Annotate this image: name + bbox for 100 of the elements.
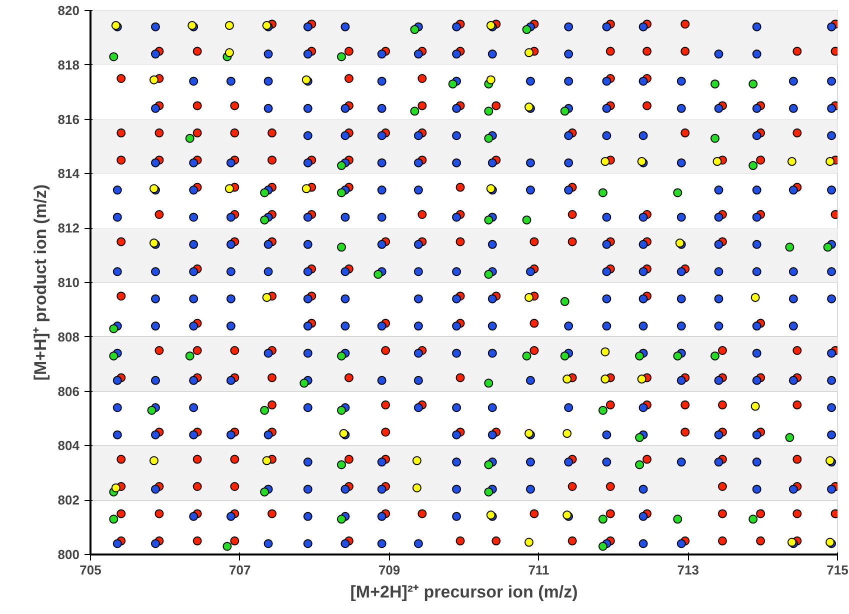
point [673, 351, 682, 360]
point [109, 52, 118, 62]
point [260, 487, 270, 496]
point [635, 433, 644, 442]
point [336, 406, 346, 415]
point [262, 292, 272, 302]
point [748, 161, 758, 170]
point [484, 270, 494, 279]
x-tick-label: 705 [80, 562, 102, 578]
point [484, 215, 494, 224]
point [823, 242, 832, 252]
point [750, 292, 760, 302]
point [262, 456, 272, 466]
point [224, 48, 234, 58]
point [522, 351, 532, 360]
point [560, 106, 570, 116]
point [524, 48, 534, 58]
point [336, 514, 346, 524]
point [484, 106, 494, 116]
point [149, 456, 158, 466]
point [673, 188, 682, 198]
point [260, 406, 270, 415]
point [486, 75, 496, 84]
point [336, 161, 346, 170]
y-tick-label: 800 [58, 547, 80, 562]
point [522, 25, 532, 34]
point [147, 406, 156, 415]
point [748, 514, 758, 524]
point [637, 374, 646, 384]
point [635, 460, 644, 470]
point [826, 156, 835, 166]
point [785, 242, 794, 252]
x-tick-label: 709 [378, 562, 400, 578]
point [336, 351, 346, 360]
point [336, 242, 346, 252]
point [710, 351, 720, 360]
point [600, 156, 610, 166]
point [484, 487, 494, 496]
point [484, 134, 494, 143]
point [712, 156, 722, 166]
point [710, 134, 720, 143]
y-tick-label: 810 [58, 275, 80, 290]
y-tick-label: 814 [58, 166, 80, 182]
point [185, 134, 194, 143]
y-tick-label: 808 [58, 329, 80, 344]
point [562, 428, 572, 438]
y-tick-label: 818 [58, 57, 80, 72]
point [635, 351, 644, 360]
point [484, 460, 494, 470]
point [224, 20, 234, 30]
point [410, 25, 420, 34]
point [598, 406, 608, 415]
point [111, 483, 120, 492]
point [336, 52, 346, 62]
point [560, 351, 570, 360]
point [787, 156, 796, 166]
y-tick-label: 804 [58, 438, 80, 454]
x-axis-title: [M+2H]²⁺ precursor ion (m/z) [350, 582, 578, 602]
x-tick-label: 713 [677, 562, 699, 578]
point [598, 188, 608, 198]
y-tick-label: 812 [58, 220, 80, 236]
point [598, 514, 608, 524]
y-tick-label: 816 [58, 112, 80, 127]
point [109, 514, 118, 524]
point [673, 514, 682, 524]
y-tick-label: 802 [58, 492, 80, 508]
x-tick-label: 707 [229, 562, 251, 578]
y-tick-label: 820 [58, 3, 80, 18]
point [412, 483, 422, 492]
point [448, 79, 458, 88]
x-tick-label: 711 [528, 562, 550, 578]
point [300, 378, 309, 388]
point [484, 378, 494, 388]
point [260, 188, 270, 198]
point [522, 215, 532, 224]
point [598, 542, 608, 551]
point [562, 374, 572, 384]
y-tick-label: 806 [58, 384, 80, 399]
point [336, 188, 346, 198]
point [412, 456, 422, 466]
point [109, 351, 118, 360]
point [750, 402, 760, 411]
point [524, 292, 534, 302]
point [185, 351, 194, 360]
point [410, 106, 420, 116]
point [224, 184, 234, 194]
y-axis-title: [M+H]⁺ product ion (m/z) [30, 184, 50, 381]
point [374, 270, 383, 279]
point [260, 215, 270, 224]
point [710, 79, 720, 88]
point [336, 460, 346, 470]
point [560, 297, 570, 306]
point [222, 542, 232, 551]
x-tick-label: 715 [826, 562, 848, 578]
point [748, 79, 758, 88]
point [524, 538, 534, 547]
point [785, 433, 794, 442]
point [600, 347, 610, 356]
point [149, 75, 158, 84]
point [109, 324, 118, 334]
